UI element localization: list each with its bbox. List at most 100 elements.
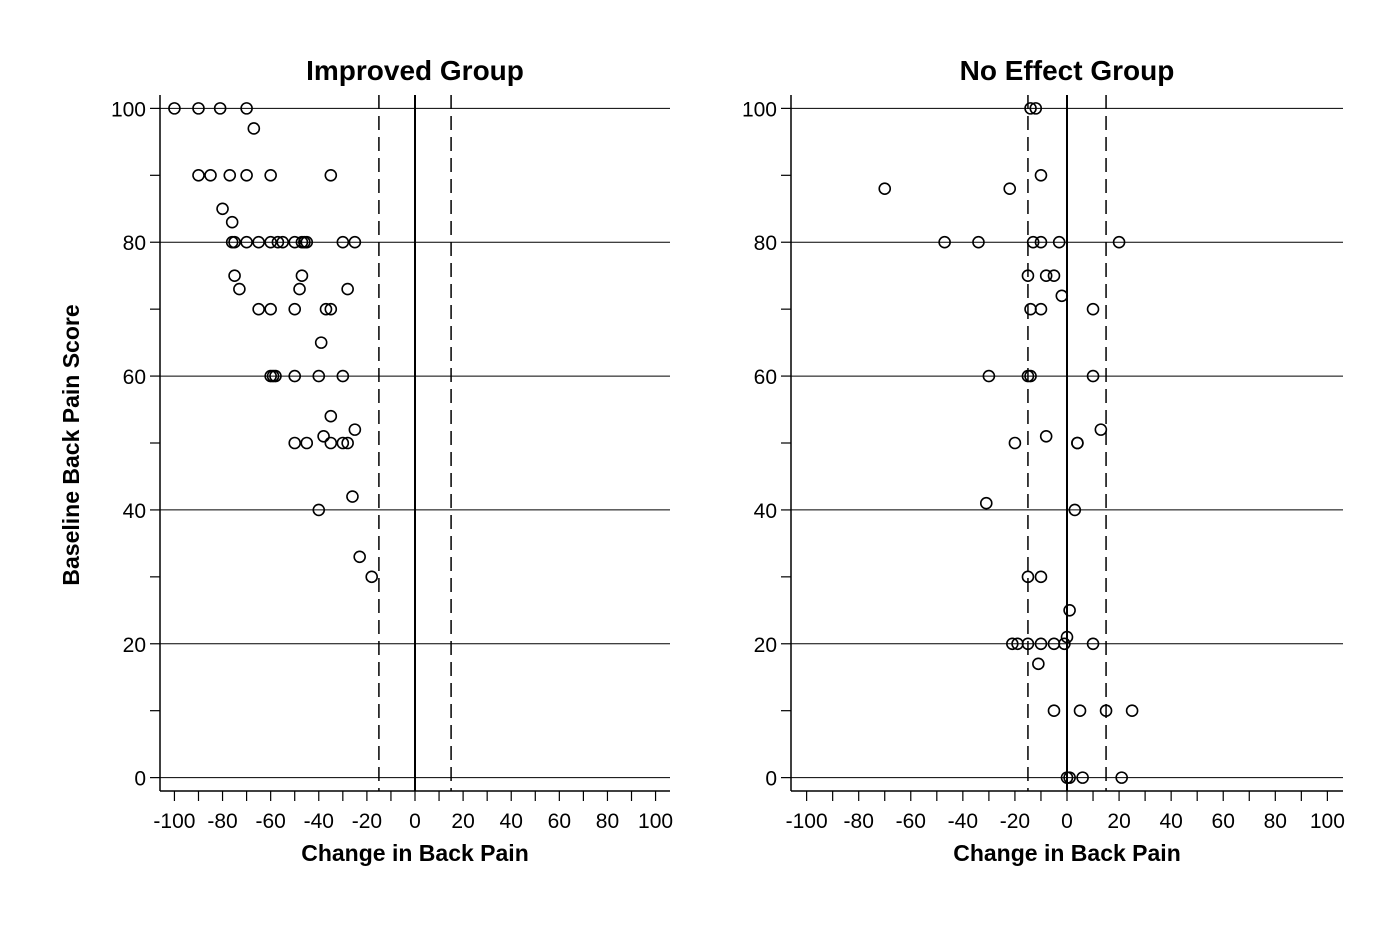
data-point <box>1047 269 1061 282</box>
data-point <box>317 430 330 443</box>
x-tick-label: 60 <box>1212 810 1235 833</box>
x-tick-label: 100 <box>638 810 673 833</box>
x-tick-label: -80 <box>207 810 237 833</box>
plot-area: 0 20 40 60 80 100 -100 -80 -60 -40 -20 0 20 40 60 80 100 <box>111 95 673 833</box>
data-point <box>1115 771 1128 784</box>
data-point <box>341 436 354 450</box>
data-point <box>982 369 996 383</box>
data-point <box>1039 269 1053 282</box>
data-point <box>1068 503 1082 517</box>
y-tick-label: 60 <box>123 366 146 389</box>
data-point <box>346 490 359 503</box>
x-tick-label: -60 <box>255 810 285 833</box>
data-point <box>324 169 338 182</box>
data-point <box>168 102 181 115</box>
x-tick-label: -100 <box>153 810 195 833</box>
data-point <box>1034 570 1048 584</box>
data-point <box>288 436 302 450</box>
x-tick-label: -60 <box>896 810 926 833</box>
x-tick-label: 80 <box>596 810 619 833</box>
data-point <box>264 302 277 316</box>
y-tick-label: 20 <box>123 634 146 657</box>
data-point <box>938 235 951 249</box>
x-axis-label: Change in Back Pain <box>301 840 529 866</box>
data-point <box>1039 430 1053 443</box>
data-point <box>192 102 205 115</box>
data-point <box>1006 637 1019 651</box>
data-point <box>1063 604 1076 617</box>
panel-improved-group: Improved Group Change in Back Pain 0 20 40… <box>111 55 673 866</box>
data-point <box>1086 369 1100 383</box>
data-point <box>336 235 350 249</box>
data-point <box>1073 704 1087 717</box>
data-point <box>1024 369 1037 383</box>
data-point <box>314 336 328 349</box>
x-tick-label: -40 <box>948 810 978 833</box>
data-point <box>1021 637 1035 651</box>
x-tick-label: -40 <box>304 810 334 833</box>
data-point <box>288 235 302 249</box>
x-tick-label: 0 <box>409 810 421 833</box>
data-point <box>295 269 309 282</box>
x-tick-label: -20 <box>352 810 382 833</box>
data-point <box>1052 235 1066 249</box>
data-point <box>240 169 253 182</box>
data-point <box>252 235 265 249</box>
data-point <box>228 235 241 249</box>
data-point <box>228 269 241 282</box>
data-point <box>204 169 217 182</box>
data-point <box>288 302 302 316</box>
data-point <box>213 102 227 115</box>
data-point <box>312 369 326 383</box>
x-tick-label: 20 <box>451 810 474 833</box>
data-point <box>341 282 354 296</box>
x-tick-label: -80 <box>844 810 874 833</box>
y-tick-label: 20 <box>754 634 777 657</box>
y-tick-label: 0 <box>765 768 777 791</box>
data-point <box>293 282 306 296</box>
panel-title: Improved Group <box>306 55 524 86</box>
data-point <box>878 182 892 195</box>
y-tick-label: 0 <box>134 768 146 791</box>
data-point <box>233 282 246 296</box>
data-point <box>1099 704 1113 717</box>
data-point <box>1024 302 1037 316</box>
x-tick-label: 80 <box>1264 810 1287 833</box>
y-tick-label: 40 <box>123 500 146 523</box>
data-point <box>240 102 253 115</box>
data-point <box>1029 102 1043 115</box>
y-tick-label: 80 <box>123 232 146 255</box>
data-point <box>247 122 261 135</box>
data-point <box>1034 637 1048 651</box>
data-point <box>1076 771 1089 784</box>
data-point <box>1032 657 1045 671</box>
data-point <box>324 409 338 423</box>
y-tick-label: 40 <box>754 500 777 523</box>
data-point <box>271 235 285 249</box>
y-tick-label: 80 <box>754 232 777 255</box>
data-point <box>1034 235 1048 249</box>
data-point <box>264 169 277 182</box>
data-point <box>223 169 237 182</box>
data-point <box>348 423 362 436</box>
x-tick-label: 100 <box>1310 810 1345 833</box>
data-point <box>1112 235 1126 249</box>
data-point <box>336 369 350 383</box>
data-point <box>1003 182 1017 195</box>
data-point <box>1055 289 1069 303</box>
data-point <box>1086 637 1100 651</box>
data-point <box>324 436 338 450</box>
data-point <box>1086 302 1100 316</box>
x-tick-label: 60 <box>548 810 571 833</box>
panel-no-effect-group: No Effect Group Change in Back Pain 0 20 4… <box>742 55 1345 866</box>
data-point <box>1071 436 1084 450</box>
data-point <box>1026 235 1040 249</box>
data-point <box>1034 169 1048 182</box>
data-point <box>979 496 993 510</box>
x-tick-label: -100 <box>786 810 828 833</box>
x-tick-label: 40 <box>500 810 523 833</box>
data-point <box>1125 704 1139 717</box>
y-tick-label: 60 <box>754 366 777 389</box>
